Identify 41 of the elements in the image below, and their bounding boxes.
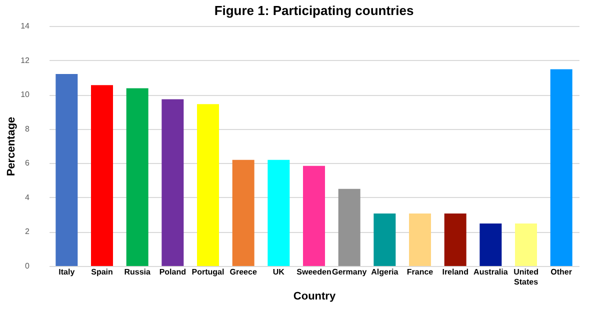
bar: [409, 214, 431, 266]
bar: [126, 88, 148, 266]
x-tick-label: Russia: [124, 268, 151, 276]
x-axis-title: Country: [293, 290, 336, 302]
x-tick-label: Other: [550, 268, 572, 276]
bar: [374, 214, 396, 266]
bar: [162, 99, 184, 266]
y-tick-label: 12: [20, 56, 30, 65]
x-tick-label: Portugal: [192, 268, 224, 276]
bar: [515, 223, 537, 266]
bar: [268, 160, 290, 266]
x-tick-label: Australia: [474, 268, 508, 276]
x-tick-label: UK: [272, 268, 285, 276]
x-tick-label: Sweeden: [296, 268, 332, 276]
x-tick-label: United States: [514, 268, 539, 286]
bar: [480, 223, 502, 266]
y-tick-label: 4: [25, 192, 30, 202]
chart-title: Figure 1: Participating countries: [214, 3, 414, 18]
y-tick-label: 10: [20, 90, 30, 100]
x-tick-label: Greece: [230, 268, 258, 276]
y-tick-label: 2: [25, 227, 30, 236]
bar: [550, 69, 572, 266]
y-tick-label: 6: [25, 158, 30, 168]
x-tick-label: Algeria: [371, 268, 399, 276]
x-tick-label: France: [406, 268, 434, 276]
y-tick-label: 14: [20, 22, 30, 30]
y-tick-label: 8: [25, 124, 30, 134]
bar: [444, 214, 466, 266]
x-tick-label: Germany: [332, 268, 368, 276]
x-tick-label: Poland: [159, 268, 186, 276]
bar: [338, 188, 360, 266]
bar: [56, 74, 78, 266]
x-tick-label: Ireland: [442, 268, 469, 276]
bar: [91, 85, 113, 266]
bar: [232, 160, 254, 266]
y-axis-title: Percentage: [6, 116, 18, 176]
bar: [303, 166, 325, 266]
bar: [197, 104, 219, 266]
x-tick-label: Spain: [91, 268, 114, 276]
y-tick-label: 0: [25, 262, 30, 270]
x-tick-label: Italy: [58, 268, 76, 276]
